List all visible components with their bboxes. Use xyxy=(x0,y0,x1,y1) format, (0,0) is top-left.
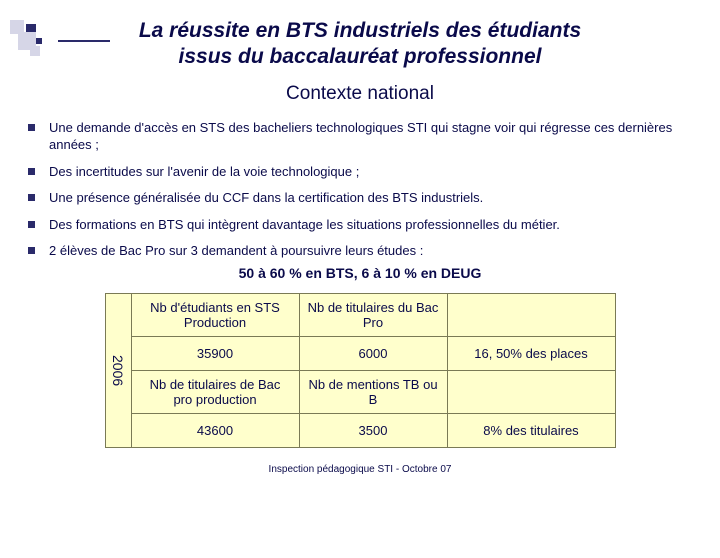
year-column: 2006 xyxy=(105,293,131,448)
table-row: Nb de titulaires de Bac pro production N… xyxy=(131,370,615,413)
bullet-text: Une présence généralisée du CCF dans la … xyxy=(49,189,692,207)
bullet-icon xyxy=(28,247,35,254)
table-cell: Nb d'étudiants en STS Production xyxy=(131,293,299,336)
bullet-text: 2 élèves de Bac Pro sur 3 demandent à po… xyxy=(49,242,692,260)
list-item: 2 élèves de Bac Pro sur 3 demandent à po… xyxy=(28,242,692,260)
table-cell xyxy=(447,293,615,336)
bullet-text: Une demande d'accès en STS des bachelier… xyxy=(49,119,692,154)
list-item: Des incertitudes sur l'avenir de la voie… xyxy=(28,163,692,181)
table-cell: 16, 50% des places xyxy=(447,336,615,370)
title-line-2: issus du baccalauréat professionnel xyxy=(179,45,542,68)
table-cell: 6000 xyxy=(299,336,447,370)
title-line-1: La réussite en BTS industriels des étudi… xyxy=(139,19,581,42)
subtitle: Contexte national xyxy=(0,83,720,105)
bullet-icon xyxy=(28,124,35,131)
footer-text: Inspection pédagogique STI - Octobre 07 xyxy=(0,464,720,475)
list-item: Des formations en BTS qui intègrent dava… xyxy=(28,216,692,234)
year-label: 2006 xyxy=(110,355,126,386)
emphasis-line: 50 à 60 % en BTS, 6 à 10 % en DEUG xyxy=(0,265,720,281)
bullet-icon xyxy=(28,168,35,175)
table-row: 35900 6000 16, 50% des places xyxy=(131,336,615,370)
table-row: Nb d'étudiants en STS Production Nb de t… xyxy=(131,293,615,336)
table-cell xyxy=(447,370,615,413)
bullet-icon xyxy=(28,221,35,228)
list-item: Une demande d'accès en STS des bachelier… xyxy=(28,119,692,154)
table-cell: Nb de titulaires du Bac Pro xyxy=(299,293,447,336)
table-cell: 43600 xyxy=(131,413,299,447)
corner-decoration xyxy=(0,18,110,63)
data-table: Nb d'étudiants en STS Production Nb de t… xyxy=(131,293,616,448)
bullet-list: Une demande d'accès en STS des bachelier… xyxy=(28,119,692,260)
table-cell: 35900 xyxy=(131,336,299,370)
data-table-wrap: 2006 Nb d'étudiants en STS Production Nb… xyxy=(0,293,720,448)
bullet-text: Des formations en BTS qui intègrent dava… xyxy=(49,216,692,234)
table-cell: Nb de mentions TB ou B xyxy=(299,370,447,413)
table-cell: 3500 xyxy=(299,413,447,447)
table-cell: 8% des titulaires xyxy=(447,413,615,447)
table-row: 43600 3500 8% des titulaires xyxy=(131,413,615,447)
list-item: Une présence généralisée du CCF dans la … xyxy=(28,189,692,207)
bullet-icon xyxy=(28,194,35,201)
table-cell: Nb de titulaires de Bac pro production xyxy=(131,370,299,413)
bullet-text: Des incertitudes sur l'avenir de la voie… xyxy=(49,163,692,181)
